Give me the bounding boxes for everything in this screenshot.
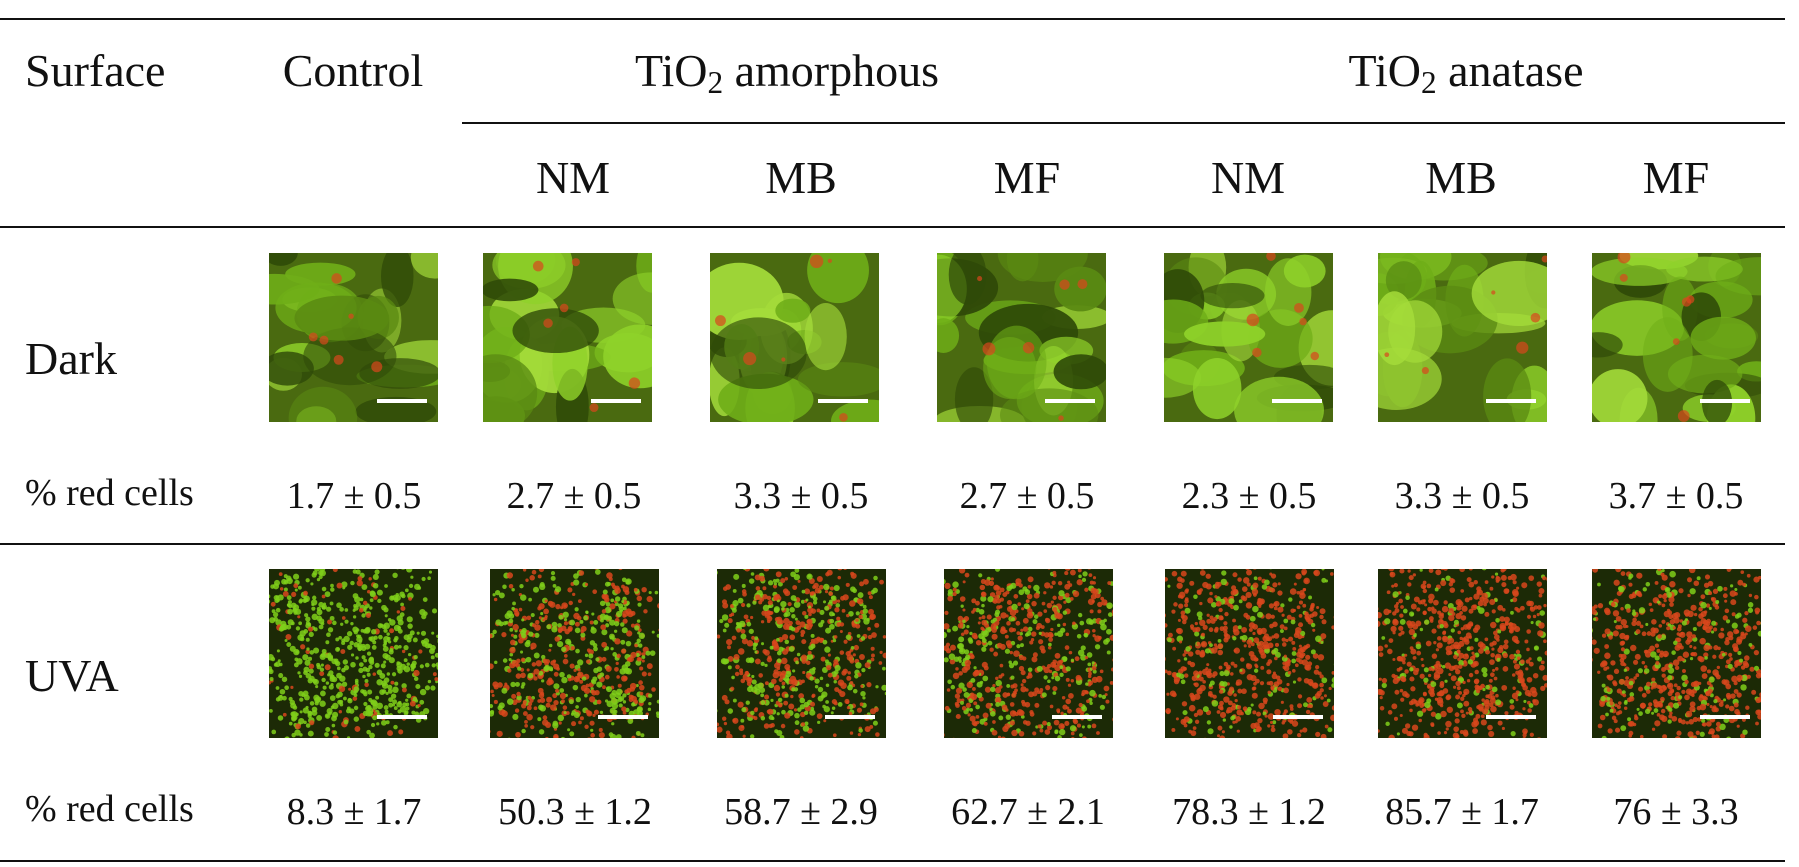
micrograph-dark-anatase-nm bbox=[1164, 253, 1333, 422]
micrograph-dark-amorphous-mb bbox=[710, 253, 879, 422]
micrograph-texture bbox=[1378, 253, 1547, 422]
subheader-amorphous-mb: MB bbox=[765, 152, 837, 203]
micrograph-texture bbox=[1592, 253, 1761, 422]
scale-bar bbox=[1273, 715, 1323, 719]
scale-bar bbox=[825, 715, 875, 719]
dark-value-amorphous-nm: 2.7 ± 0.5 bbox=[506, 475, 642, 517]
anatase-group-underline bbox=[1152, 122, 1785, 124]
uva-value-anatase-mf: 76 ± 3.3 bbox=[1613, 791, 1739, 833]
subheader-anatase-mb: MB bbox=[1425, 152, 1497, 203]
micrograph-texture bbox=[944, 569, 1113, 738]
micrograph-texture bbox=[490, 569, 659, 738]
row-uva-value-label: % red cells bbox=[25, 788, 194, 830]
micrograph-texture bbox=[1164, 253, 1333, 422]
scale-bar bbox=[591, 399, 641, 403]
micrograph-texture bbox=[483, 253, 652, 422]
micrograph-texture bbox=[269, 253, 438, 422]
uva-value-anatase-nm: 78.3 ± 1.2 bbox=[1172, 791, 1326, 833]
scale-bar bbox=[1700, 399, 1750, 403]
amorphous-group-underline bbox=[462, 122, 1152, 124]
header-group-anatase: TiO2 anatase bbox=[1348, 45, 1584, 100]
table-top-rule bbox=[0, 18, 1785, 20]
uva-value-amorphous-nm: 50.3 ± 1.2 bbox=[498, 791, 652, 833]
row-label-dark: Dark bbox=[25, 333, 117, 384]
micrograph-texture bbox=[717, 569, 886, 738]
row-dark-value-label: % red cells bbox=[25, 472, 194, 514]
dark-value-anatase-nm: 2.3 ± 0.5 bbox=[1181, 475, 1317, 517]
micrograph-uva-amorphous-mb bbox=[717, 569, 886, 738]
header-bottom-rule bbox=[0, 226, 1785, 228]
micrograph-texture bbox=[269, 569, 438, 738]
micrograph-dark-anatase-mf bbox=[1592, 253, 1761, 422]
scale-bar bbox=[377, 715, 427, 719]
subheader-anatase-mf: MF bbox=[1642, 152, 1710, 203]
dark-value-anatase-mf: 3.7 ± 0.5 bbox=[1608, 475, 1744, 517]
micrograph-dark-amorphous-mf bbox=[937, 253, 1106, 422]
uva-value-anatase-mb: 85.7 ± 1.7 bbox=[1385, 791, 1539, 833]
scale-bar bbox=[598, 715, 648, 719]
micrograph-dark-amorphous-nm bbox=[483, 253, 652, 422]
micrograph-dark-anatase-mb bbox=[1378, 253, 1547, 422]
row-divider-rule bbox=[0, 543, 1785, 545]
micrograph-uva-amorphous-nm bbox=[490, 569, 659, 738]
scale-bar bbox=[1272, 399, 1322, 403]
micrograph-uva-control bbox=[269, 569, 438, 738]
dark-value-anatase-mb: 3.3 ± 0.5 bbox=[1394, 475, 1530, 517]
dark-value-amorphous-mb: 3.3 ± 0.5 bbox=[733, 475, 869, 517]
micrograph-texture bbox=[937, 253, 1106, 422]
uva-value-amorphous-mb: 58.7 ± 2.9 bbox=[724, 791, 878, 833]
micrograph-uva-anatase-mb bbox=[1378, 569, 1547, 738]
scale-bar bbox=[1700, 715, 1750, 719]
subheader-anatase-nm: NM bbox=[1210, 152, 1286, 203]
micrograph-texture bbox=[1165, 569, 1334, 738]
micrograph-texture bbox=[710, 253, 879, 422]
header-control: Control bbox=[282, 45, 424, 96]
header-surface: Surface bbox=[25, 45, 166, 96]
subheader-amorphous-nm: NM bbox=[535, 152, 611, 203]
row-label-uva: UVA bbox=[25, 650, 119, 701]
scale-bar bbox=[1486, 715, 1536, 719]
header-group-amorphous: TiO2 amorphous bbox=[634, 45, 940, 100]
micrograph-uva-amorphous-mf bbox=[944, 569, 1113, 738]
uva-value-amorphous-mf: 62.7 ± 2.1 bbox=[951, 791, 1105, 833]
scale-bar bbox=[377, 399, 427, 403]
scale-bar bbox=[1045, 399, 1095, 403]
dark-value-amorphous-mf: 2.7 ± 0.5 bbox=[959, 475, 1095, 517]
scale-bar bbox=[818, 399, 868, 403]
scale-bar bbox=[1052, 715, 1102, 719]
table-bottom-rule bbox=[0, 860, 1785, 862]
uva-value-control: 8.3 ± 1.7 bbox=[286, 791, 422, 833]
micrograph-uva-anatase-nm bbox=[1165, 569, 1334, 738]
micrograph-texture bbox=[1592, 569, 1761, 738]
dark-value-control: 1.7 ± 0.5 bbox=[286, 475, 422, 517]
scale-bar bbox=[1486, 399, 1536, 403]
micrograph-texture bbox=[1378, 569, 1547, 738]
micrograph-dark-control bbox=[269, 253, 438, 422]
micrograph-uva-anatase-mf bbox=[1592, 569, 1761, 738]
subheader-amorphous-mf: MF bbox=[993, 152, 1061, 203]
